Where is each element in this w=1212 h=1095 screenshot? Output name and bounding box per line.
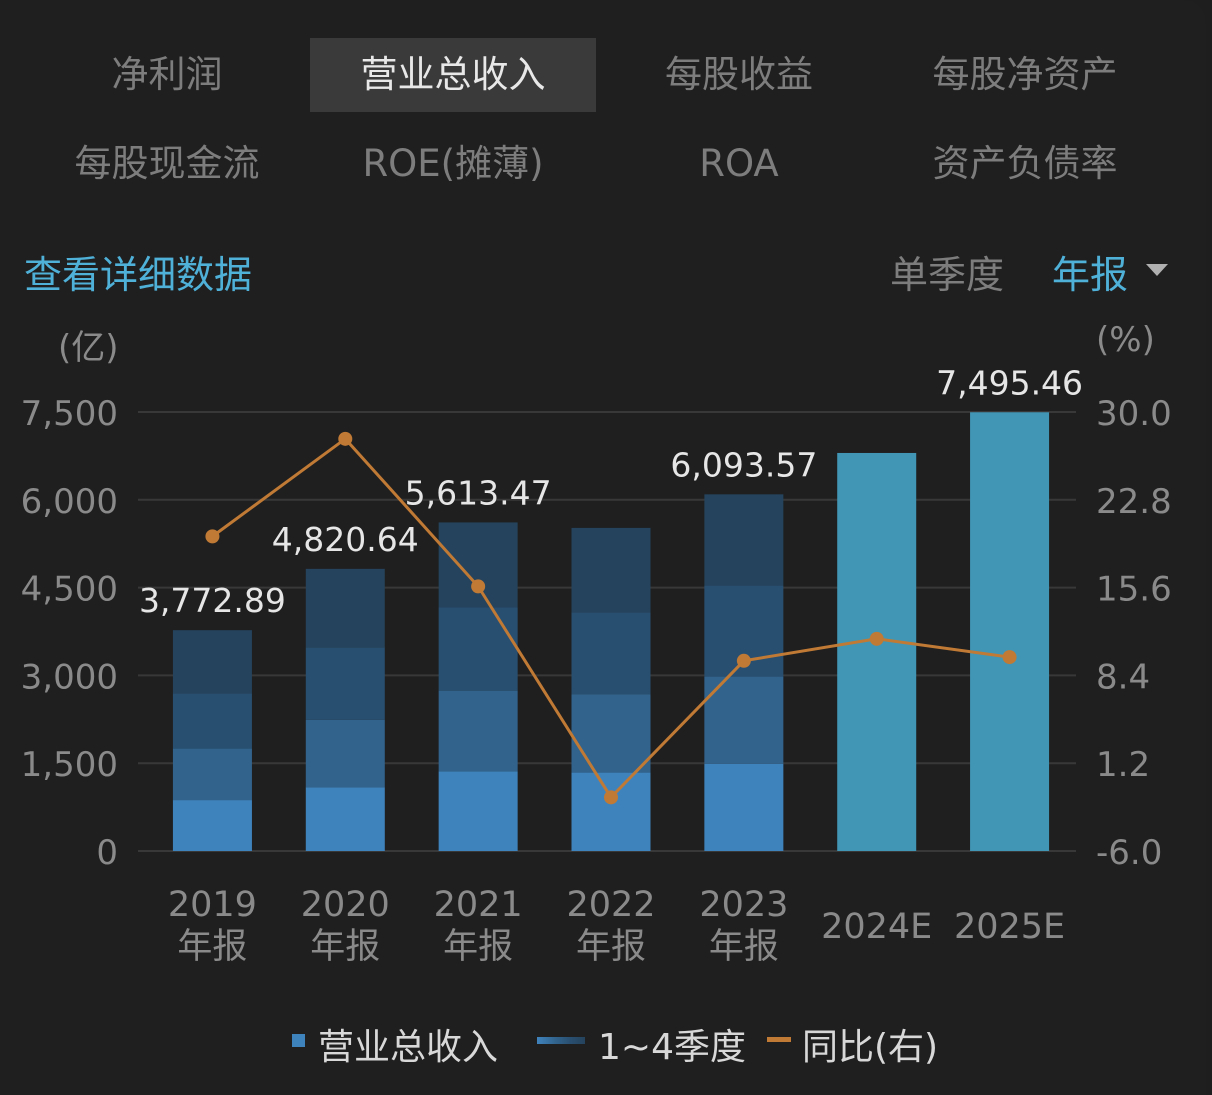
tab-row2-2[interactable]: ROA [699, 142, 779, 185]
y2-tick-label: 22.8 [1096, 482, 1172, 522]
legend-revenue-swatch [292, 1034, 305, 1047]
y-tick-label: 4,500 [21, 570, 118, 610]
estimate-bar [970, 412, 1050, 851]
x-tick-label: 2023 [699, 885, 788, 925]
y2-tick-label: 1.2 [1096, 745, 1150, 785]
x-tick-label: 年报 [443, 927, 513, 967]
y-tick-label: 7,500 [21, 394, 118, 434]
quarter-bar-segment [172, 693, 252, 749]
left-axis-unit: (亿) [58, 328, 119, 368]
tab-row1-2[interactable]: 每股收益 [665, 53, 813, 96]
quarter-bar-segment [305, 568, 385, 648]
quarter-bar-segment [571, 612, 651, 695]
yoy-point [338, 431, 353, 446]
bar-total-label: 6,093.57 [670, 445, 817, 484]
y-tick-label: 1,500 [21, 745, 118, 785]
tab-row1-1[interactable]: 营业总收入 [310, 38, 596, 112]
quarter-bar-segment [172, 630, 252, 694]
y2-tick-label: 30.0 [1096, 394, 1172, 434]
view-details-link[interactable]: 查看详细数据 [24, 253, 253, 297]
period-annual[interactable]: 年报 [1052, 253, 1129, 297]
x-tick-label: 年报 [709, 927, 779, 967]
y-tick-label: 0 [96, 833, 118, 873]
quarter-bar-segment [172, 748, 252, 801]
legend-revenue: 营业总收入 [318, 1027, 499, 1068]
x-tick-label: 年报 [177, 927, 247, 967]
yoy-point [471, 579, 486, 594]
y-tick-label: 6,000 [21, 482, 118, 522]
x-tick-label: 2024E [821, 907, 932, 947]
estimate-bar [837, 452, 917, 851]
yoy-point [736, 653, 751, 668]
tab-row2-1[interactable]: ROE(摊薄) [362, 142, 544, 185]
legend-quarters: 1~4季度 [598, 1027, 746, 1068]
legend-quarters-swatch [537, 1037, 585, 1044]
quarter-bar-segment [704, 763, 784, 851]
legend-yoy: 同比(右) [802, 1027, 939, 1068]
right-axis-unit: (%) [1096, 320, 1155, 360]
yoy-point [205, 529, 220, 544]
y2-tick-label: -6.0 [1096, 833, 1162, 873]
quarter-bar-segment [172, 800, 252, 851]
x-tick-label: 年报 [576, 927, 646, 967]
quarter-bar-segment [438, 771, 518, 851]
quarter-bar-segment [571, 694, 651, 773]
yoy-point [869, 631, 884, 646]
quarter-bar-segment [571, 527, 651, 613]
quarter-bar-segment [704, 676, 784, 764]
tab-row2-0[interactable]: 每股现金流 [74, 142, 260, 185]
caret-down-icon[interactable] [1146, 264, 1168, 276]
x-tick-label: 2020 [301, 885, 390, 925]
quarter-bar-segment [305, 647, 385, 720]
x-tick-label: 年报 [310, 927, 380, 967]
y2-tick-label: 8.4 [1096, 657, 1150, 697]
quarter-bar-segment [704, 494, 784, 586]
bar-total-label: 5,613.47 [405, 473, 552, 512]
bar-total-label: 3,772.89 [139, 581, 286, 620]
period-quarterly[interactable]: 单季度 [890, 253, 1005, 297]
revenue-chart: 7,500 6,000 4,500 3,000 1,500 0 30.0 22.8 15.6 8.… [21, 370, 1172, 967]
tab-row1-3[interactable]: 每股净资产 [932, 53, 1118, 96]
tab-row1-0[interactable]: 净利润 [111, 53, 223, 96]
x-tick-label: 2025E [954, 907, 1065, 947]
quarter-bar-segment [305, 787, 385, 851]
bar-total-label: 7,495.46 [936, 370, 1083, 402]
x-tick-label: 2022 [566, 885, 655, 925]
quarter-bar-segment [438, 690, 518, 772]
x-tick-label: 2021 [434, 885, 523, 925]
yoy-point [604, 790, 618, 805]
bar-total-label: 4,820.64 [272, 520, 419, 559]
legend-yoy-swatch [767, 1037, 791, 1042]
quarter-bar-segment [571, 772, 651, 851]
quarter-bar-segment [305, 719, 385, 788]
x-tick-label: 2019 [168, 885, 257, 925]
yoy-point [1002, 650, 1017, 665]
quarter-bar-segment [438, 522, 518, 608]
tab-row2-3[interactable]: 资产负债率 [932, 142, 1118, 185]
y2-tick-label: 15.6 [1096, 570, 1172, 610]
quarter-bar-segment [438, 607, 518, 691]
y-tick-label: 3,000 [21, 657, 118, 697]
